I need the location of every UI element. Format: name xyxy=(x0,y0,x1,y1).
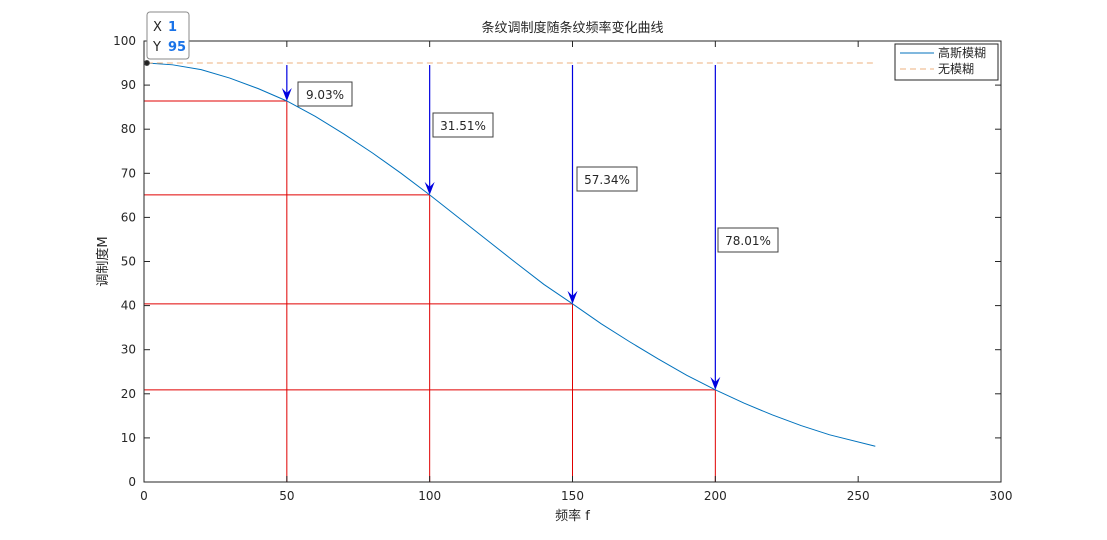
callout-box-0 xyxy=(297,81,353,107)
callout-box-2 xyxy=(576,166,638,192)
callout-label-1: 31.51% xyxy=(440,119,486,133)
y-tick-label-4: 40 xyxy=(121,299,136,313)
callout-box-1 xyxy=(432,112,494,138)
legend-box xyxy=(894,43,999,81)
y-tick-label-6: 60 xyxy=(121,210,136,224)
y-tick-label-8: 80 xyxy=(121,122,136,136)
datatip-box xyxy=(146,11,190,60)
callout-label-3: 78.01% xyxy=(725,234,771,248)
legend-label-1: 无模糊 xyxy=(938,61,974,76)
y-tick-label-2: 20 xyxy=(121,387,136,401)
x-axis-title: 频率 f xyxy=(555,508,590,524)
datatip-x-value: 1 xyxy=(168,20,177,35)
datatip-y-label: Y xyxy=(152,40,161,55)
x-tick-label-4: 200 xyxy=(704,489,727,503)
x-tick-label-3: 150 xyxy=(561,489,584,503)
arrow-head-3 xyxy=(710,376,721,390)
legend-label-0: 高斯模糊 xyxy=(938,45,986,60)
x-tick-label-0: 0 xyxy=(140,489,148,503)
x-tick-label-6: 300 xyxy=(990,489,1013,503)
chart-title: 条纹调制度随条纹频率变化曲线 xyxy=(481,20,663,36)
y-tick-label-5: 50 xyxy=(121,255,136,269)
reference-lines xyxy=(144,100,716,482)
datatip-y-value: 95 xyxy=(168,40,186,55)
arrow-head-2 xyxy=(567,290,578,304)
y-tick-label-0: 0 xyxy=(128,475,136,489)
y-tick-label-7: 70 xyxy=(121,166,136,180)
arrow-head-1 xyxy=(424,181,435,195)
x-tick-label-5: 250 xyxy=(847,489,870,503)
y-axis-title: 调制度M xyxy=(95,236,111,286)
percentage-callouts: 9.03% 31.51% 57.34% 78.01% xyxy=(297,81,779,253)
pointer-arrows xyxy=(281,65,721,390)
datatip-marker xyxy=(143,60,150,67)
y-tick-label-1: 10 xyxy=(121,431,136,445)
axis-ticks: 0 50 100 150 200 250 300 0 10 20 30 40 50 60 70 80 90 100 xyxy=(113,34,1012,503)
y-tick-label-3: 30 xyxy=(121,343,136,357)
plot-series xyxy=(146,62,876,447)
x-tick-label-2: 100 xyxy=(418,489,441,503)
callout-label-2: 57.34% xyxy=(584,173,630,187)
y-tick-label-10: 100 xyxy=(113,34,136,48)
arrow-head-0 xyxy=(281,87,292,101)
datatip-x-label: X xyxy=(153,20,162,35)
x-tick-label-1: 50 xyxy=(279,489,294,503)
callout-box-3 xyxy=(717,227,779,253)
y-tick-label-9: 90 xyxy=(121,78,136,92)
datatip[interactable]: X 1Y 95 xyxy=(143,11,190,67)
series-line-0 xyxy=(146,62,876,447)
callout-label-0: 9.03% xyxy=(306,88,344,102)
